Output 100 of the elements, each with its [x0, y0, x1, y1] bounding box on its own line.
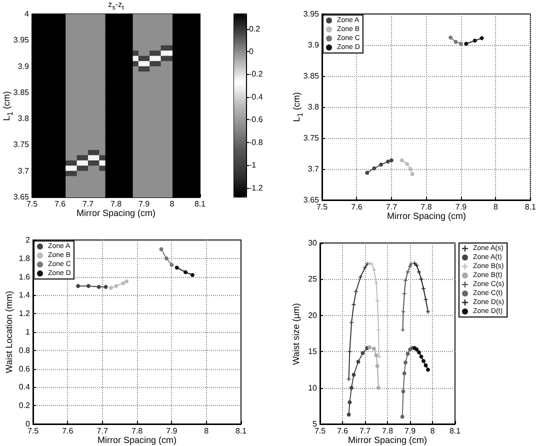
point	[375, 364, 380, 368]
point	[419, 354, 424, 359]
x-tick-label: 7.8	[382, 426, 394, 436]
point	[348, 400, 352, 404]
point	[401, 389, 406, 394]
y-tick-label: 30	[308, 238, 318, 248]
point	[408, 167, 413, 171]
point	[402, 292, 406, 296]
x-tick-label: 7.9	[166, 426, 178, 436]
x-tick-label: 7.7	[82, 200, 94, 208]
x-tick-label: 7.7	[96, 426, 108, 436]
point	[372, 166, 376, 170]
point	[346, 377, 351, 382]
x-tick-label: 8	[170, 200, 175, 208]
x-tick-label: 7.8	[110, 200, 122, 208]
x-axis-title: Mirror Spacing (cm)	[76, 208, 156, 218]
y-tick-label: 1	[26, 328, 31, 336]
point	[114, 284, 118, 288]
color-bar-label: -0.2	[249, 70, 264, 79]
point	[170, 262, 174, 267]
point	[400, 328, 405, 332]
y-tick-label: 3.85	[303, 72, 320, 80]
x-tick-label: 7.6	[351, 202, 363, 212]
point	[96, 284, 101, 289]
point	[124, 279, 129, 284]
point	[104, 284, 108, 289]
x-tick-label: 8.1	[524, 202, 537, 212]
point	[480, 36, 484, 40]
y-tick-label: 3.65	[13, 192, 30, 202]
point	[424, 363, 428, 368]
point	[417, 270, 421, 274]
y-tick-label: 3.9	[308, 40, 320, 50]
point	[76, 284, 80, 288]
x-tick-label: 7.6	[336, 426, 349, 436]
point	[372, 268, 376, 272]
y-tick-label: 3.7	[308, 164, 320, 174]
y-tick-label: 3.85	[13, 88, 30, 97]
y-axis-title: Waist size (μm)	[291, 302, 301, 364]
x-tick-label: 8.1	[194, 200, 206, 208]
y-tick-label: 10	[308, 383, 318, 392]
y-tick-label: 1.4	[18, 290, 31, 300]
point	[346, 412, 351, 417]
chart-title: z$_{s}$-z$_{t}$	[108, 0, 124, 12]
point	[372, 346, 376, 351]
y-tick-label: 0.8	[18, 346, 31, 355]
point	[184, 270, 188, 274]
y-tick-label: 1.2	[18, 309, 31, 318]
point	[159, 247, 164, 252]
point	[352, 302, 356, 307]
point	[164, 256, 168, 260]
x-tick-label: 7.8	[420, 202, 432, 212]
y-tick-label: 4	[24, 10, 30, 18]
point	[386, 160, 390, 164]
y-tick-label: 3.9	[18, 62, 30, 71]
point	[454, 40, 458, 44]
color-bar-label: 0	[249, 47, 254, 56]
point	[464, 42, 468, 46]
x-tick-label: 7.9	[455, 202, 468, 212]
y-tick-label: 2	[26, 236, 31, 244]
point	[356, 360, 360, 364]
x-tick-label: 7.5	[26, 200, 38, 208]
y-tick-label: 1.6	[18, 272, 31, 282]
x-tick-label: 7.7	[359, 426, 372, 436]
color-bar-label: -0.4	[249, 92, 264, 102]
x-tick-label: 8	[430, 426, 436, 436]
x-axis-title: Mirror Spacing (cm)	[97, 435, 177, 445]
point	[86, 284, 90, 288]
point	[354, 290, 358, 294]
point	[370, 262, 374, 266]
point	[375, 298, 380, 303]
x-tick-label: 7.5	[316, 202, 328, 212]
point	[424, 297, 428, 302]
point	[422, 359, 426, 364]
color-bar-label: -1	[249, 160, 257, 170]
y-tick-label: 3.7	[18, 166, 30, 176]
point	[412, 261, 416, 266]
y-tick-label: 0.4	[18, 382, 31, 392]
point	[405, 162, 410, 166]
y-tick-label: 3.95	[303, 10, 320, 18]
x-tick-label: 8.1	[235, 426, 248, 436]
x-tick-label: 7.5	[27, 426, 40, 436]
point	[404, 278, 408, 283]
point	[409, 262, 414, 266]
point	[350, 320, 354, 325]
point	[458, 42, 463, 46]
x-tick-label: 7.7	[386, 202, 398, 212]
point	[404, 360, 408, 364]
point	[414, 347, 419, 352]
x-tick-label: 7.5	[314, 426, 326, 436]
point	[121, 281, 126, 286]
x-tick-label: 7.8	[131, 426, 144, 436]
y-tick-label: 1.8	[18, 254, 31, 263]
point	[389, 158, 394, 162]
y-tick-label: 25	[308, 274, 318, 284]
point	[417, 350, 421, 354]
x-tick-label: 7.9	[138, 200, 150, 208]
y-tick-label: 0	[26, 420, 31, 428]
point	[368, 345, 372, 350]
y-tick-label: 3.75	[13, 140, 30, 150]
point	[350, 386, 354, 390]
